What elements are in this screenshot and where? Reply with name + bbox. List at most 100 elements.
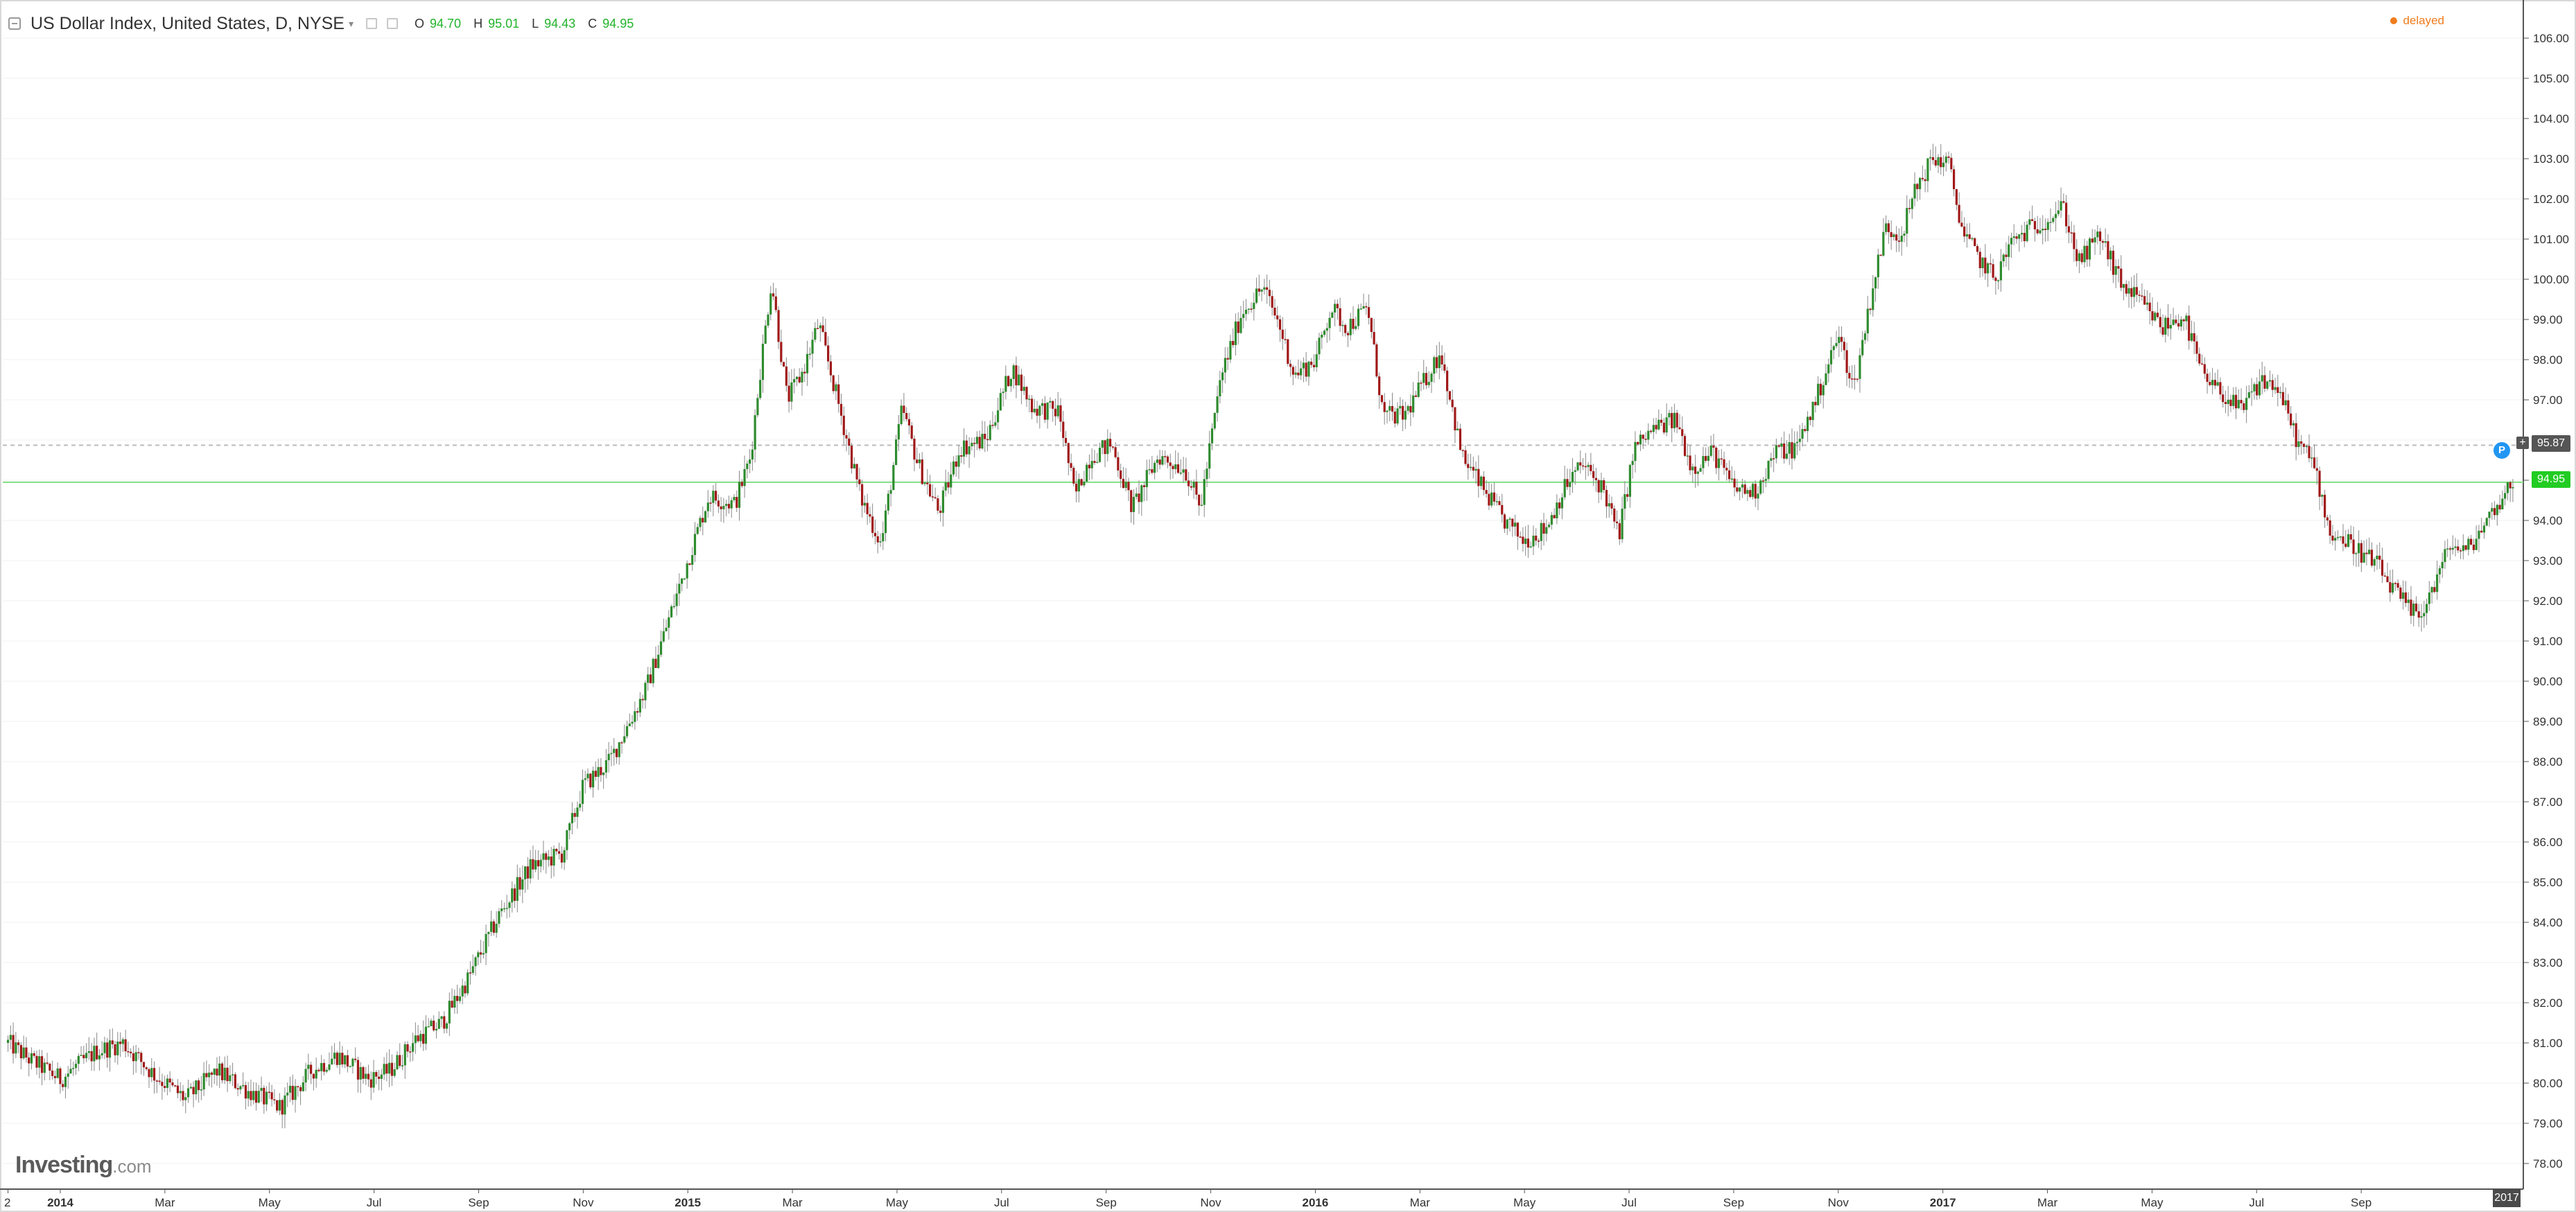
candle-body xyxy=(2250,391,2253,393)
candle-body xyxy=(64,1076,67,1087)
candle-body xyxy=(861,484,864,506)
candle-body xyxy=(1033,408,1036,412)
candle-body xyxy=(2428,592,2430,604)
candle-body xyxy=(244,1084,247,1099)
candle-body xyxy=(69,1069,72,1074)
candle-body xyxy=(1535,535,1538,541)
candle-body xyxy=(2399,587,2402,599)
candle-body xyxy=(6,1039,10,1043)
candle-body xyxy=(433,1020,435,1030)
candle-body xyxy=(1138,493,1140,502)
candle-body xyxy=(2334,538,2337,541)
x-tick-label: Sep xyxy=(1096,1196,1117,1209)
settings-icon[interactable] xyxy=(366,18,377,29)
candle-body xyxy=(704,511,707,522)
candle-body xyxy=(842,415,845,435)
candle-body xyxy=(356,1060,360,1080)
candle-body xyxy=(1879,254,1882,256)
candle-body xyxy=(2485,518,2488,526)
candle-body xyxy=(1122,479,1125,489)
candle-body xyxy=(634,711,636,722)
high-label: H xyxy=(473,16,483,30)
candle-body xyxy=(2018,234,2021,239)
candle-body xyxy=(1310,361,1313,365)
candle-body xyxy=(1367,307,1370,318)
candle-body xyxy=(944,482,947,491)
candle-body xyxy=(848,438,851,446)
candle-body xyxy=(1890,232,1892,238)
candle-body xyxy=(1681,429,1684,437)
candle-body xyxy=(46,1062,49,1064)
p-badge-icon[interactable]: P xyxy=(2494,442,2510,459)
candle-body xyxy=(869,514,871,517)
close-icon[interactable] xyxy=(387,18,398,29)
candle-body xyxy=(1532,535,1535,547)
candle-body xyxy=(916,459,919,464)
candle-body xyxy=(485,933,487,954)
candle-body xyxy=(1540,522,1542,541)
candle-body xyxy=(1422,373,1425,383)
candle-body xyxy=(1244,309,1248,315)
candle-body xyxy=(2263,375,2266,389)
candle-body xyxy=(1655,425,1657,430)
candle-body xyxy=(1480,476,1483,486)
candle-body xyxy=(647,674,650,683)
candle-body xyxy=(477,952,480,958)
candle-body xyxy=(1213,412,1216,429)
y-tick-label: 87.00 xyxy=(2533,796,2563,809)
candle-body xyxy=(2482,525,2486,533)
candle-body xyxy=(2300,441,2303,444)
candle-body xyxy=(623,736,626,743)
candle-body xyxy=(1477,468,1480,486)
candle-body xyxy=(1036,408,1038,416)
candle-body xyxy=(1856,378,1859,380)
collapse-icon[interactable] xyxy=(8,17,21,30)
candle-body xyxy=(978,437,981,449)
candle-body xyxy=(576,807,579,817)
candle-body xyxy=(2148,302,2151,312)
candle-body xyxy=(422,1034,425,1044)
candle-body xyxy=(1104,440,1106,455)
candle-body xyxy=(467,972,469,994)
candle-body xyxy=(1271,296,1273,308)
candle-body xyxy=(2008,244,2010,257)
candle-body xyxy=(1791,442,1793,459)
candle-body xyxy=(2190,333,2193,341)
candle-body xyxy=(254,1091,258,1103)
candle-body xyxy=(1349,319,1352,335)
candle-body xyxy=(1715,448,1718,468)
candle-body xyxy=(2112,250,2115,275)
candle-body xyxy=(968,446,971,455)
candle-body xyxy=(1200,504,1203,507)
candle-body xyxy=(1861,340,1864,355)
candle-body xyxy=(471,966,474,973)
candle-body xyxy=(2509,482,2512,489)
candle-body xyxy=(28,1057,31,1064)
candle-body xyxy=(236,1088,239,1090)
candle-body xyxy=(537,860,540,867)
candle-body xyxy=(545,853,548,860)
candle-body xyxy=(1851,378,1854,380)
candle-body xyxy=(600,766,602,775)
candle-body xyxy=(1608,503,1610,507)
candle-body xyxy=(307,1064,310,1069)
plus-icon[interactable]: + xyxy=(2516,437,2529,449)
candle-body xyxy=(683,578,686,580)
candle-body xyxy=(882,533,885,542)
candle-body xyxy=(801,371,803,383)
caret-down-icon[interactable]: ▾ xyxy=(348,17,354,29)
candle-body xyxy=(1999,261,2003,281)
candle-body xyxy=(1386,410,1389,412)
x-tick-label: May xyxy=(886,1196,909,1209)
chart-header: US Dollar Index, United States, D, NYSE … xyxy=(8,10,641,37)
candle-body xyxy=(702,518,704,522)
candle-body xyxy=(832,375,835,392)
candle-body xyxy=(218,1063,221,1076)
candle-body xyxy=(2472,544,2475,550)
candle-body xyxy=(952,461,955,475)
candle-body xyxy=(991,425,994,426)
candle-body xyxy=(973,442,976,444)
candle-body xyxy=(2417,611,2420,618)
candle-body xyxy=(665,627,668,631)
